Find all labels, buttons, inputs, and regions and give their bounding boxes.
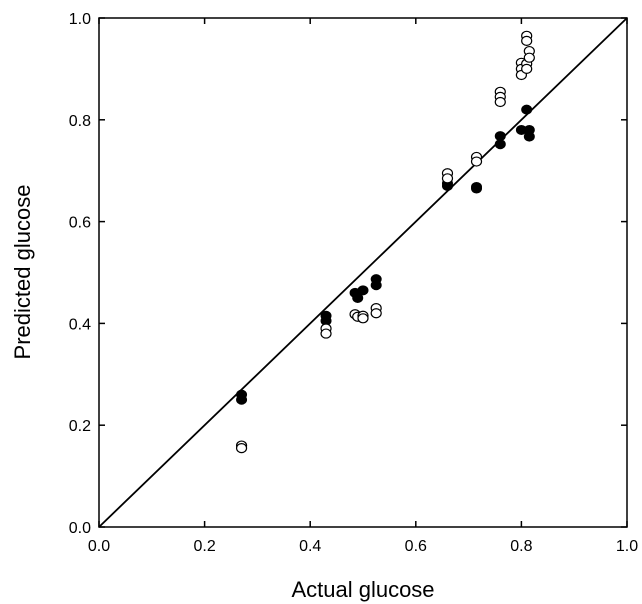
plot-frame-rect [98, 17, 628, 528]
plot-frame [98, 17, 628, 528]
open-point [521, 63, 533, 75]
reference-line [98, 17, 628, 528]
open-point [470, 156, 483, 167]
filled-point [357, 285, 369, 296]
x-tick-label: 0.0 [88, 538, 110, 555]
x-tick-label: 0.2 [193, 538, 215, 555]
y-tick-label: 0.0 [69, 520, 91, 537]
filled-point [352, 292, 364, 303]
x-tick-label: 0.4 [299, 538, 321, 555]
y-tick-label: 0.2 [69, 418, 91, 435]
reference-line-group [98, 17, 628, 528]
open-point [235, 443, 248, 454]
x-tick-label: 1.0 [616, 538, 638, 555]
data-points [235, 30, 535, 454]
open-point [320, 328, 332, 339]
open-point [523, 52, 535, 63]
y-axis-label: Predicted glucose [10, 185, 35, 360]
x-axis-label: Actual glucose [291, 577, 434, 602]
open-point [494, 96, 506, 108]
tick-labels: 0.0 0.2 0.4 0.6 0.8 1.0 0.0 0.2 0.4 0.6 0.8 1.0 [69, 11, 638, 555]
open-point [441, 173, 454, 184]
x-tick-label: 0.6 [405, 538, 427, 555]
open-point [521, 35, 533, 47]
filled-point [236, 394, 248, 405]
x-tick-label: 0.8 [510, 538, 532, 555]
filled-point [523, 131, 535, 142]
y-tick-label: 0.4 [69, 316, 91, 333]
filled-point [370, 280, 382, 291]
filled-point [494, 139, 506, 150]
filled-point [471, 183, 483, 194]
y-tick-label: 0.8 [69, 113, 91, 130]
open-point [370, 308, 382, 319]
open-point [357, 313, 369, 324]
filled-point [521, 104, 533, 115]
y-tick-label: 0.6 [69, 215, 91, 232]
y-tick-label: 1.0 [69, 11, 91, 28]
